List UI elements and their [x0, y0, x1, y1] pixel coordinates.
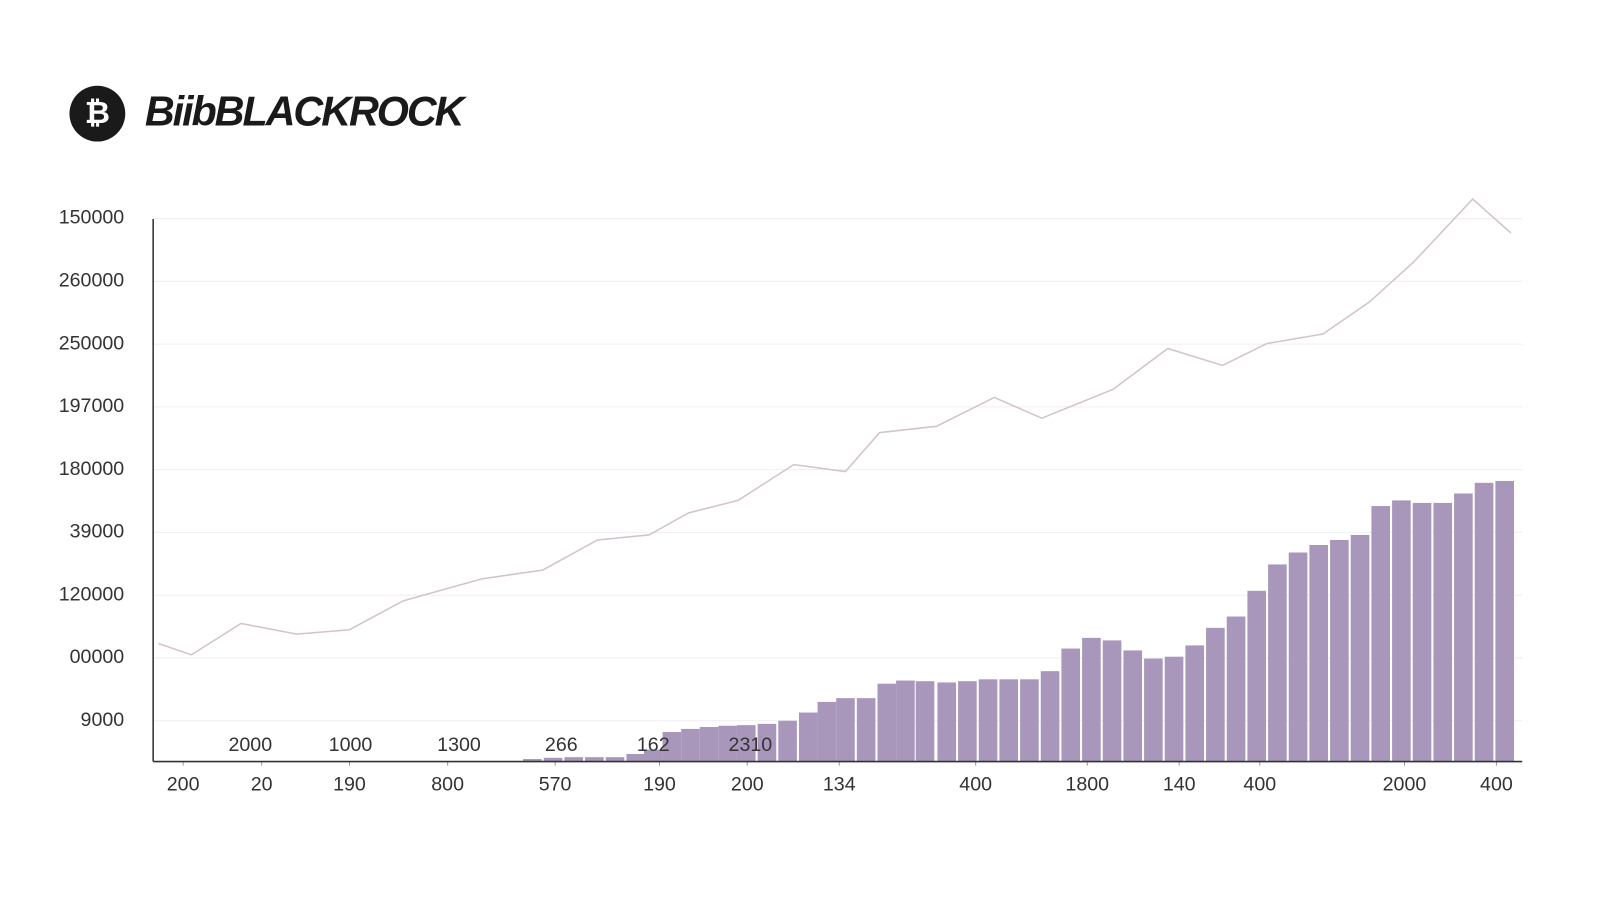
- x-tick-label: 400: [959, 773, 992, 795]
- x-tick-label: 20: [251, 773, 273, 795]
- bar: [1268, 564, 1287, 762]
- x-tick-label: 134: [823, 773, 856, 795]
- bar: [681, 728, 700, 762]
- x-tick-label: 2000: [1383, 773, 1427, 795]
- chart-title: BiibBLACKROCK: [145, 89, 468, 135]
- bar: [1454, 493, 1473, 762]
- bar: [1123, 650, 1143, 762]
- bar: [1185, 645, 1205, 762]
- bar: [718, 725, 737, 762]
- bar: [1433, 502, 1453, 762]
- bar: [626, 754, 646, 762]
- bar: [1350, 534, 1370, 762]
- y-tick-label: 39000: [70, 521, 125, 543]
- bar: [1164, 656, 1184, 762]
- annotation: 1000: [329, 734, 373, 756]
- bar: [1474, 482, 1494, 762]
- bar: [1371, 506, 1391, 762]
- x-tick-label: 200: [731, 773, 764, 795]
- bar: [856, 698, 876, 762]
- x-tick-label: 140: [1163, 773, 1196, 795]
- bar: [836, 698, 855, 762]
- bar: [1082, 637, 1101, 762]
- x-tick-label: 800: [431, 773, 464, 795]
- annotation: 2000: [228, 734, 272, 756]
- bar: [1206, 627, 1225, 762]
- bar: [1247, 590, 1267, 762]
- bar: [877, 683, 897, 762]
- bar: [1330, 539, 1349, 762]
- bar: [1040, 671, 1060, 762]
- bar: [736, 725, 756, 762]
- annotation: 162: [637, 734, 670, 756]
- logo-symbol: ₿: [85, 95, 110, 130]
- bar: [1392, 500, 1411, 762]
- line: [158, 198, 1512, 656]
- y-tick-label: 00000: [70, 646, 125, 668]
- bar: [523, 759, 542, 762]
- bar: [798, 712, 818, 762]
- x-tick-label: 400: [1243, 773, 1276, 795]
- bar: [1102, 640, 1122, 762]
- bar: [605, 757, 625, 762]
- bar: [543, 757, 563, 762]
- annotation: 266: [545, 734, 578, 756]
- bar: [937, 682, 957, 762]
- bar: [1412, 502, 1432, 762]
- bar: [1020, 679, 1039, 762]
- x-tick-label: 1800: [1065, 773, 1109, 795]
- y-tick-label: 150000: [59, 207, 125, 229]
- bar: [778, 720, 797, 762]
- y-tick-label: 9000: [81, 709, 125, 731]
- bar: [958, 681, 977, 762]
- bar: [817, 701, 837, 762]
- y-tick-label: 260000: [59, 270, 125, 292]
- bar: [1226, 616, 1246, 762]
- bar: [896, 680, 915, 762]
- x-tick-label: 570: [539, 773, 572, 795]
- bar: [1144, 658, 1163, 762]
- bar: [1495, 480, 1515, 762]
- bar: [1288, 552, 1308, 762]
- bar: [585, 757, 604, 762]
- annotation: 1300: [437, 734, 481, 756]
- bar: [1061, 648, 1081, 762]
- bar: [1309, 544, 1329, 762]
- y-tick-label: 250000: [59, 332, 125, 354]
- y-tick-label: 197000: [59, 395, 125, 417]
- bar: [978, 679, 998, 762]
- logo-badge: [69, 85, 126, 142]
- bar: [662, 732, 682, 762]
- x-tick-label: 190: [333, 773, 366, 795]
- x-tick-label: 400: [1480, 773, 1513, 795]
- bar: [564, 757, 584, 762]
- y-tick-label: 180000: [59, 458, 125, 480]
- y-tick-label: 120000: [59, 583, 125, 605]
- bar: [699, 727, 719, 762]
- annotation: 2310: [729, 734, 773, 756]
- bar: [643, 749, 663, 762]
- bar: [999, 679, 1019, 762]
- x-tick-label: 200: [167, 773, 200, 795]
- x-tick-label: 190: [643, 773, 676, 795]
- bar: [757, 723, 777, 762]
- bar: [915, 681, 935, 762]
